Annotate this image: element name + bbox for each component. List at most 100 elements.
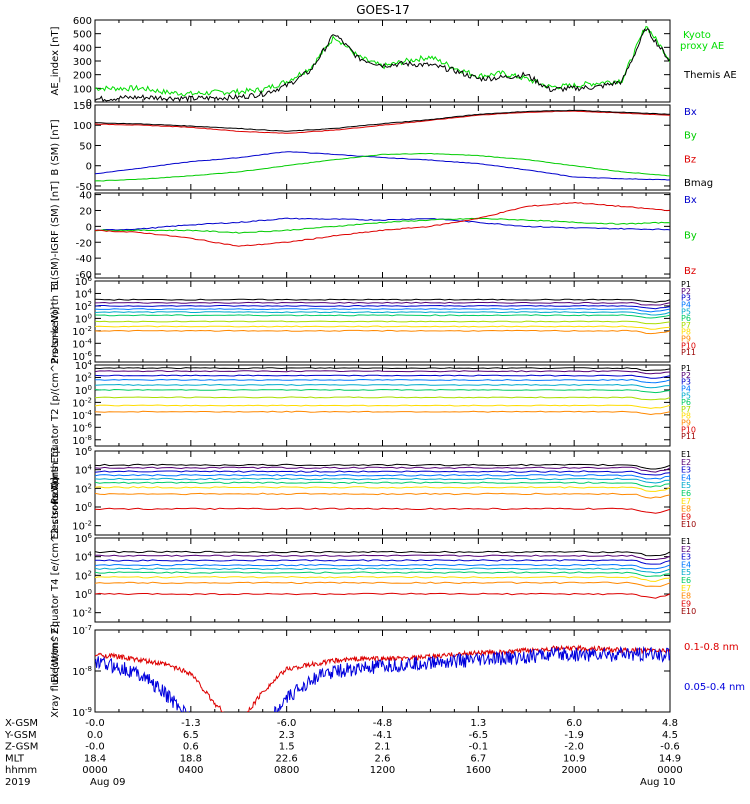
channel-line-E3: [95, 559, 670, 565]
x-axis-value: 22.6: [276, 753, 298, 764]
channel-line-P1: [95, 298, 670, 303]
channel-label: P3: [681, 294, 691, 303]
panel-frame: [94, 19, 671, 103]
channel-line-P7: [95, 320, 670, 325]
channel-label: P11: [681, 348, 696, 357]
channel-line-P4: [95, 378, 670, 384]
channel-line-P9: [95, 329, 670, 335]
channel-line-E8: [95, 492, 670, 499]
y-tick-label: 50: [79, 141, 92, 152]
channel-label: P7: [681, 405, 691, 414]
channel-label: E7: [681, 584, 691, 593]
x-axis-value: -0.1: [469, 742, 489, 753]
y-tick-label: 104: [75, 359, 93, 372]
series-line-2: [95, 152, 670, 182]
channel-label: P5: [681, 391, 691, 400]
y-tick-label: 10-7: [72, 624, 92, 637]
channel-label: E3: [681, 466, 691, 475]
series-line-1: [95, 217, 670, 232]
x-axis-value: -2.0: [564, 742, 584, 753]
panel-bigrf: B (SM)-IGRF (SM) [nT] 40 20 0 -20 -40 -60 Bx By B…: [50, 181, 697, 290]
y-tick-label: 104: [75, 551, 93, 564]
channel-line-E4: [95, 563, 670, 570]
legend-entry: 0.05-0.4 nm: [684, 682, 745, 693]
channel-line-E2: [95, 466, 670, 473]
channel-line-E3: [95, 470, 670, 476]
x-axis-value: 6.5: [183, 730, 199, 741]
y-tick-label: 100: [75, 312, 92, 325]
channel-label: E4: [681, 473, 691, 482]
x-axis-value: 2.6: [375, 753, 391, 764]
channel-line-P3: [95, 304, 670, 310]
y-tick-label: 0: [86, 222, 92, 233]
y-tick-label: 102: [75, 300, 92, 313]
channel-label: E4: [681, 560, 691, 569]
x-axis-value: -0.0: [85, 718, 105, 729]
channel-line-E8: [95, 581, 670, 587]
channel-label: E2: [681, 545, 691, 554]
y-tick-label: -40: [76, 254, 92, 265]
series-group: [95, 367, 670, 416]
channel-label: P10: [681, 425, 696, 434]
x-axis-value: 2.1: [375, 742, 391, 753]
y-axis-label: B (SM) [nT]: [50, 119, 61, 175]
channel-label: P4: [681, 384, 691, 393]
x-axis-value: -0.6: [660, 742, 680, 753]
legend-entry: By: [684, 131, 697, 142]
panel-pnorth: Protons North T1 10610410210010-210-410-6…: [50, 275, 696, 364]
legend-entry: By: [684, 231, 697, 242]
channel-label: P4: [681, 300, 691, 309]
x-axis-value: 0000: [82, 765, 107, 776]
x-axis-value: 4.5: [662, 730, 678, 741]
legend-entry: Bz: [684, 154, 696, 165]
y-tick-label: 100: [73, 84, 92, 95]
x-axis-value: 6.0: [566, 718, 582, 729]
channel-label: E8: [681, 592, 691, 601]
x-axis-value: 2000: [561, 765, 586, 776]
y-axis-label: B (SM)-IGRF (SM) [nT]: [50, 181, 61, 290]
channel-label: E6: [681, 489, 691, 498]
x-axis-row-label: X-GSM: [5, 718, 38, 729]
series-group: [95, 644, 670, 712]
y-axis-label: Xray flux [W/m^2]: [50, 624, 61, 718]
legend-entry: 0.1-0.8 nm: [684, 642, 739, 653]
series-line-4: [95, 109, 670, 132]
channel-line-P6: [95, 314, 670, 319]
channel-label: E7: [681, 497, 691, 506]
channel-label: P1: [681, 364, 691, 373]
series-line-1: [95, 644, 670, 712]
y-tick-label: 20: [79, 206, 92, 217]
y-axis-label: Electrons North T3: [50, 446, 61, 539]
y-tick-label: 106: [75, 532, 93, 545]
y-tick-label: 100: [73, 121, 92, 132]
channel-label: E2: [681, 458, 691, 467]
channel-label: P3: [681, 378, 691, 387]
channel-label: E8: [681, 505, 691, 514]
series-group: [95, 25, 670, 102]
y-tick-label: 40: [79, 191, 92, 202]
y-tick-label: 10-2: [72, 520, 92, 533]
panel-frame: [94, 192, 671, 279]
x-axis-value: Aug 09: [90, 777, 125, 788]
panel-xray: Xray flux [W/m^2] 10-7 10-8 10-9 0.1-0.8 nm 0…: [50, 624, 745, 719]
y-tick-label: 10-4: [72, 409, 92, 422]
series-line-3: [95, 201, 670, 247]
y-tick-label: 0: [86, 98, 92, 109]
legend-entry: Bx: [684, 107, 697, 118]
channel-line-P8: [95, 325, 670, 330]
series-line-1: [95, 151, 670, 181]
x-axis-value: Aug 10: [640, 777, 675, 788]
channel-label: P6: [681, 398, 691, 407]
channel-line-E1: [95, 550, 670, 557]
y-tick-label: 300: [73, 57, 92, 68]
x-axis-value: -1.3: [181, 718, 201, 729]
y-tick-label: 10-4: [72, 337, 92, 350]
series-line-3: [95, 110, 670, 134]
channel-label: P8: [681, 328, 691, 337]
y-tick-label: 10-2: [72, 607, 92, 620]
channel-label: E3: [681, 553, 691, 562]
x-axis-value: 18.8: [180, 753, 202, 764]
channel-label: E10: [681, 607, 696, 616]
x-axis-value: -6.5: [469, 730, 489, 741]
